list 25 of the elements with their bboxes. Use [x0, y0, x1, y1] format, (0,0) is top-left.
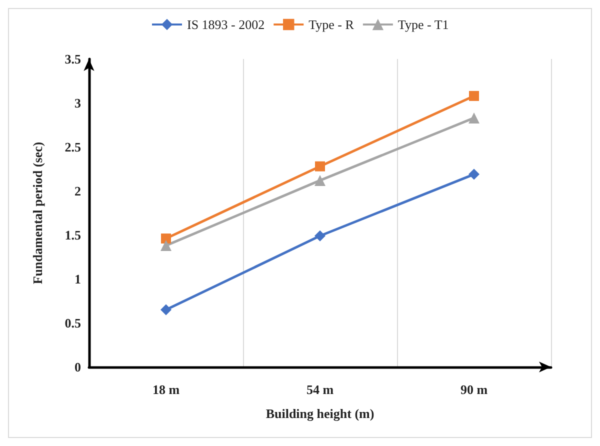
y-tick-label: 3 [74, 96, 82, 110]
point [160, 304, 172, 316]
legend-label: Type - R [308, 17, 354, 32]
x-axis-title: Building height (m) [266, 406, 374, 421]
x-tick-label: 90 m [460, 382, 488, 397]
y-tick-label: 1.5 [64, 228, 82, 242]
y-tick-label: 0.5 [64, 316, 82, 330]
y-tick-label: 2 [74, 184, 81, 198]
point [468, 168, 480, 180]
y-tick-label: 2.5 [64, 140, 82, 154]
point [161, 234, 171, 244]
y-tick-label: 3.5 [64, 52, 82, 66]
y-tick-label: 0 [74, 360, 81, 374]
point [160, 240, 172, 252]
x-tick-label: 54 m [306, 382, 334, 397]
point [314, 230, 326, 242]
point [469, 90, 479, 101]
point [315, 161, 325, 172]
legend-label: Type - T1 [398, 17, 449, 32]
point [468, 112, 480, 124]
y-tick-label: 1 [74, 272, 81, 286]
y-axis-title: Fundamental period (sec) [30, 142, 45, 284]
point [314, 174, 326, 186]
x-tick-label: 18 m [152, 382, 180, 397]
legend-label: IS 1893 - 2002 [186, 17, 265, 32]
